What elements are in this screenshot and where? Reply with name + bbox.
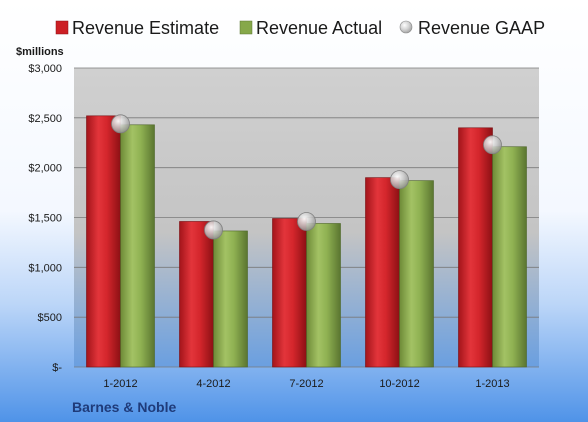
x-axis-ticks: 1-2012 4-2012 7-2012 10-2012 1-2013 <box>103 378 509 390</box>
legend-label-actual: Revenue Actual <box>256 18 382 38</box>
y-tick-label: $- <box>52 362 62 374</box>
x-tick-label: 7-2012 <box>289 378 323 390</box>
y-tick-label: $3,000 <box>28 63 62 75</box>
legend-label-gaap: Revenue GAAP <box>418 18 545 38</box>
legend-swatch-estimate <box>55 20 69 35</box>
y-tick-label: $1,000 <box>28 262 62 274</box>
x-tick-label: 4-2012 <box>196 378 230 390</box>
gaap-marker <box>204 220 223 240</box>
x-tick-label: 1-2012 <box>103 378 137 390</box>
bars <box>86 115 527 368</box>
bar-estimate <box>365 177 400 368</box>
bar-actual <box>120 124 155 368</box>
bar-actual <box>492 146 527 368</box>
legend-marker-gaap <box>399 20 413 34</box>
bar-estimate <box>179 221 214 368</box>
legend: Revenue Estimate Revenue Actual Revenue … <box>55 18 545 38</box>
gaap-marker <box>390 170 409 190</box>
gaap-marker <box>483 135 502 155</box>
gaap-marker <box>297 212 316 231</box>
gaap-marker <box>111 114 130 134</box>
gaap-markers <box>111 114 502 240</box>
bar-estimate <box>86 115 121 368</box>
legend-label-estimate: Revenue Estimate <box>72 18 219 38</box>
y-axis-ticks: $- $500 $1,000 $1,500 $2,000 $2,500 $3,000 <box>28 63 62 374</box>
y-tick-label: $500 <box>38 312 62 324</box>
bar-actual <box>306 223 341 368</box>
bar-actual <box>213 230 248 368</box>
unit-label: $millions <box>16 46 64 58</box>
x-tick-label: 1-2013 <box>475 378 509 390</box>
legend-swatch-actual <box>239 20 253 35</box>
y-tick-label: $2,000 <box>28 163 62 175</box>
y-tick-label: $1,500 <box>28 213 62 225</box>
bar-estimate <box>458 127 493 368</box>
bar-estimate <box>272 218 307 368</box>
bar-actual <box>399 180 434 368</box>
company-label: Barnes & Noble <box>72 399 176 415</box>
x-tick-label: 10-2012 <box>379 378 419 390</box>
y-tick-label: $2,500 <box>28 113 62 125</box>
